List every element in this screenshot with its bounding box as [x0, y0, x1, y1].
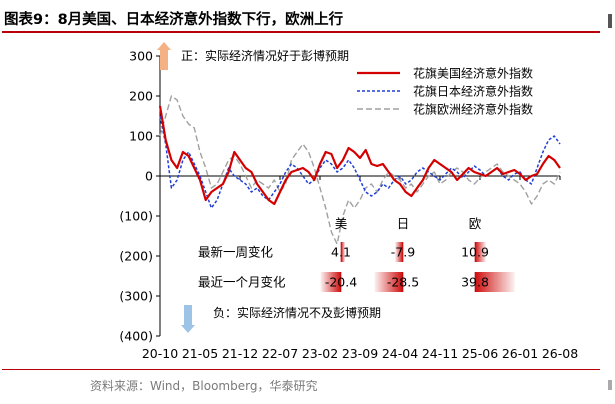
surprise-index-chart: 300 200 100 0 (100) (200) (300) (400) 20-10 21-0…	[119, 42, 578, 361]
figure-title: 图表9：8月美国、日本经济意外指数下行，欧洲上行	[4, 12, 344, 28]
x-tick-label: 23-09	[342, 346, 378, 361]
y-tick-label: (400)	[119, 329, 153, 344]
change-value: 4.1	[331, 245, 351, 260]
table-row-label: 最近一个月变化	[198, 275, 286, 290]
x-tick-label: 25-06	[462, 346, 498, 361]
x-tick-label: 23-02	[302, 346, 338, 361]
negative-annotation: 负：实际经济情况不及彭博预期	[213, 305, 381, 320]
title-rule	[2, 31, 600, 33]
y-tick-label: 0	[145, 169, 153, 184]
x-tick-label: 24-04	[382, 346, 418, 361]
source-note: 资料来源：Wind，Bloomberg，华泰研究	[90, 379, 318, 393]
positive-annotation: 正：实际经济情况好于彭博预期	[181, 48, 349, 63]
y-tick-label: 100	[129, 129, 153, 144]
series-line-jp	[159, 115, 561, 209]
source-rule	[2, 369, 600, 370]
change-bar	[374, 272, 403, 292]
legend-label-eu: 花旗欧洲经济意外指数	[413, 102, 533, 117]
legend: 花旗美国经济意外指数 花旗日本经济意外指数 花旗欧洲经济意外指数	[353, 63, 560, 120]
x-tick-label: 21-05	[182, 346, 218, 361]
x-tick-label: 21-12	[222, 346, 258, 361]
series-line-eu	[159, 95, 561, 245]
y-tick-label: 300	[129, 49, 153, 64]
up-arrow	[157, 42, 171, 70]
change-bar	[475, 272, 515, 292]
x-tick-label: 26-08	[542, 346, 578, 361]
change-value: -7.9	[391, 245, 415, 260]
change-value: 10.9	[461, 245, 489, 260]
legend-label-us: 花旗美国经济意外指数	[413, 66, 533, 81]
table-column-header: 美	[335, 216, 348, 231]
edge-mark-lower	[608, 380, 612, 390]
edge-mark	[608, 14, 612, 28]
table-column-header: 日	[397, 216, 410, 231]
change-bar	[395, 242, 403, 262]
table-column-header: 欧	[469, 216, 482, 231]
y-tick-label: 200	[129, 89, 153, 104]
y-tick-label: (300)	[119, 289, 153, 304]
down-arrow	[181, 305, 195, 333]
x-tick-label: 26-01	[502, 346, 538, 361]
x-tick-label: 24-11	[422, 346, 458, 361]
x-tick-label: 22-07	[262, 346, 298, 361]
series-line-us	[158, 105, 561, 206]
legend-label-jp: 花旗日本经济意外指数	[413, 84, 533, 99]
change-bar	[320, 272, 341, 292]
change-value: -20.4	[325, 275, 357, 290]
x-tick-label: 20-10	[142, 346, 178, 361]
change-value: -28.5	[387, 275, 419, 290]
change-bar	[475, 242, 486, 262]
table-row-label: 最新一周变化	[198, 245, 274, 260]
change-bar	[341, 242, 346, 262]
y-tick-label: (200)	[119, 249, 153, 264]
change-value: 39.8	[461, 275, 489, 290]
y-tick-label: (100)	[119, 209, 153, 224]
